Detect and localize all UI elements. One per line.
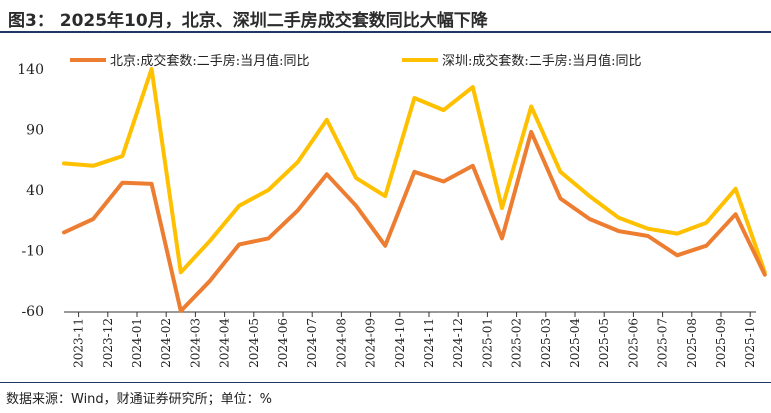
series-line-shenzhen [62, 67, 767, 275]
x-tick-label: 2025-05 [597, 318, 611, 368]
x-tick-label: 2025-04 [568, 318, 582, 368]
x-tick-label: 2024-09 [364, 318, 378, 368]
x-tick-label: 2025-01 [480, 318, 494, 368]
x-tick-label: 2024-07 [305, 318, 319, 368]
x-tick-label: 2024-01 [130, 318, 144, 368]
x-tick-label: 2025-03 [539, 318, 553, 368]
chart-title: 图3： 2025年10月，北京、深圳二手房成交套数同比大幅下降 [8, 11, 488, 31]
x-tick-label: 2023-11 [72, 318, 86, 368]
x-tick-label: 2025-08 [685, 318, 699, 368]
series-line-beijing [62, 129, 767, 313]
x-tick-label: 2024-10 [393, 318, 407, 368]
x-tick-label: 2024-08 [334, 318, 348, 368]
axis-layer: 140 90 40 -10 -60 2023-11 2023-12 2024-01 2024-0… [17, 62, 757, 368]
legend-item-beijing: 北京:成交套数:二手房:当月值:同比 [70, 53, 310, 69]
x-tick-label: 2025-02 [510, 318, 524, 368]
line-chart: 140 90 40 -10 -60 2023-11 2023-12 2024-01 2024-0… [17, 53, 767, 368]
source-note: 数据来源：Wind，财通证券研究所；单位：% [6, 392, 273, 407]
source-divider [0, 382, 771, 383]
y-tick-label: -10 [21, 244, 44, 260]
x-tick-label: 2025-09 [714, 318, 728, 368]
title-divider [0, 31, 771, 33]
x-tick-label: 2024-12 [451, 318, 465, 368]
x-tick-label: 2024-02 [159, 318, 173, 368]
x-tick-label: 2024-03 [188, 318, 202, 368]
x-tick-label: 2024-06 [276, 318, 290, 368]
legend-item-shenzhen: 深圳:成交套数:二手房:当月值:同比 [402, 53, 642, 69]
x-tick-label: 2024-04 [218, 318, 232, 368]
legend-label: 深圳:成交套数:二手房:当月值:同比 [442, 53, 642, 69]
legend-label: 北京:成交套数:二手房:当月值:同比 [110, 53, 310, 69]
y-tick-label: -60 [21, 304, 44, 320]
y-tick-label: 40 [26, 183, 44, 199]
series-layer [62, 67, 767, 313]
legend: 北京:成交套数:二手房:当月值:同比 深圳:成交套数:二手房:当月值:同比 [70, 53, 642, 69]
x-tick-label: 2025-06 [626, 318, 640, 368]
x-tick-label: 2025-07 [656, 318, 670, 368]
x-tick-label: 2024-11 [422, 318, 436, 368]
y-tick-label: 90 [26, 123, 44, 139]
x-tick-label: 2024-05 [247, 318, 261, 368]
x-tick-label: 2025-10 [743, 318, 757, 368]
y-tick-label: 140 [17, 62, 44, 78]
x-tick-label: 2023-12 [101, 318, 115, 368]
